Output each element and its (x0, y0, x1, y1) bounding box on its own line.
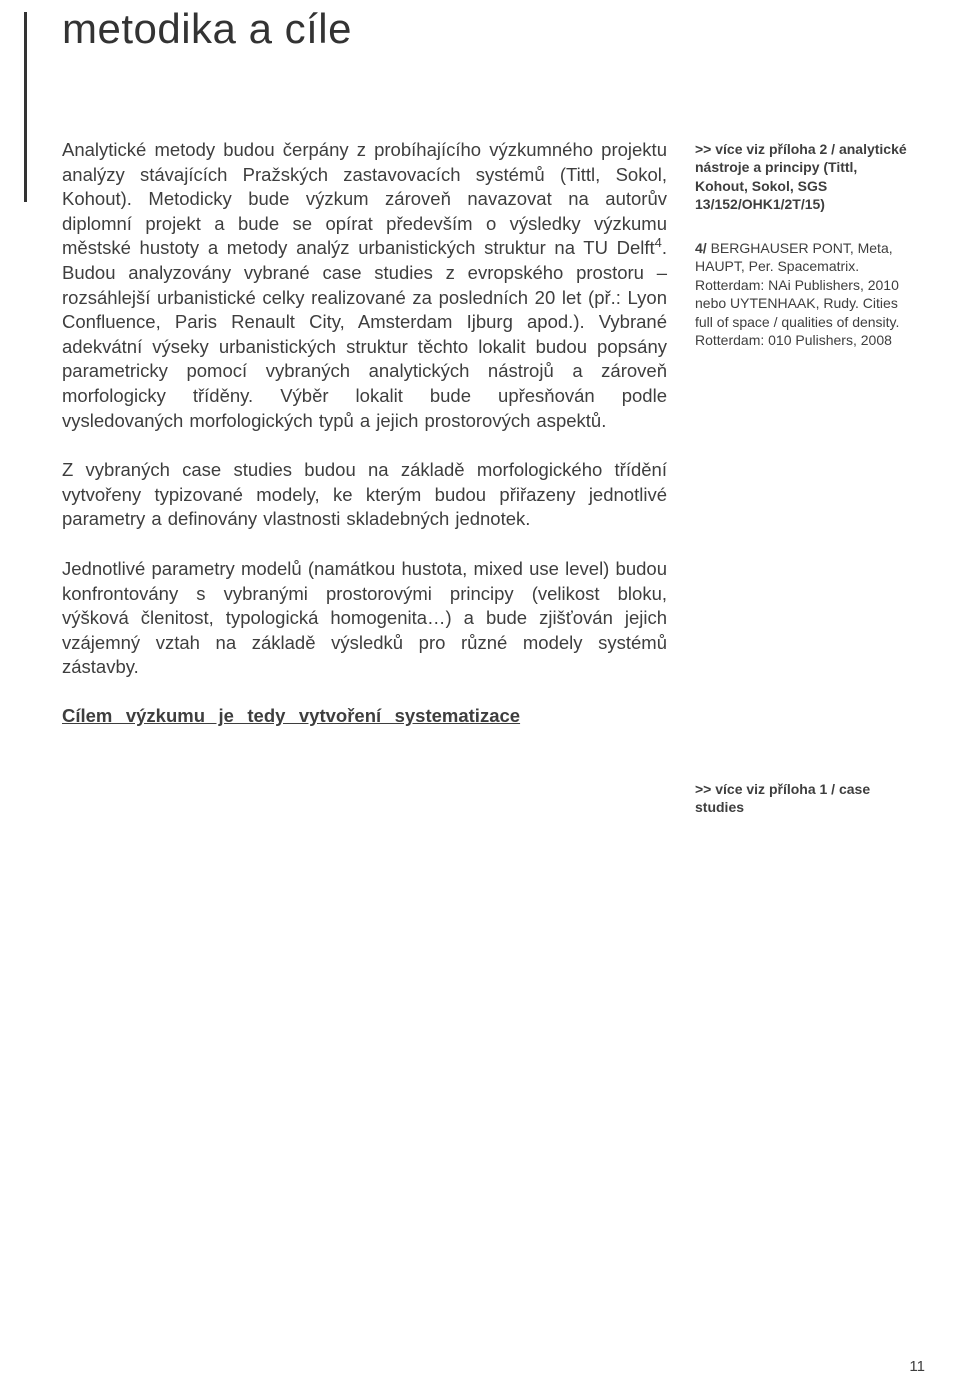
page-number: 11 (909, 1358, 925, 1375)
sidenote-2-body: BERGHAUSER PONT, Meta, HAUPT, Per. Space… (695, 240, 899, 348)
sidenote-2-label: 4/ (695, 240, 707, 256)
p1-text: Analytické metody budou čerpány z probíh… (62, 139, 667, 258)
goal-line: Cílem výzkumu je tedy vytvoření systemat… (62, 705, 667, 727)
sidenote-1: >> více viz příloha 2 / ana­lytické nást… (695, 140, 910, 214)
sidenote-1-text: >> více viz příloha 2 / ana­lytické nást… (695, 141, 907, 212)
side-column: >> více viz příloha 2 / ana­lytické nást… (695, 138, 910, 842)
paragraph-3: Jednotlivé parametry modelů (namátkou hu… (62, 557, 667, 680)
vertical-rule (24, 12, 27, 202)
sidenote-3-text: >> více viz příloha 1 / case studies (695, 781, 870, 815)
main-column: Analytické metody budou čerpány z probíh… (62, 138, 667, 842)
page-title: metodika a cíle (62, 5, 960, 53)
sidenote-2: 4/ BERGHAUSER PONT, Meta, HAUPT, Per. Sp… (695, 239, 910, 350)
paragraph-1: Analytické metody budou čerpány z probíh… (62, 138, 667, 433)
paragraph-2: Z vybraných case studies budou na základ… (62, 458, 667, 532)
sidenote-3: >> více viz příloha 1 / case studies (695, 780, 910, 817)
p1b-text: . Budou analyzovány vybrané case studies… (62, 237, 667, 430)
p1-footnote-ref: 4 (655, 235, 662, 250)
